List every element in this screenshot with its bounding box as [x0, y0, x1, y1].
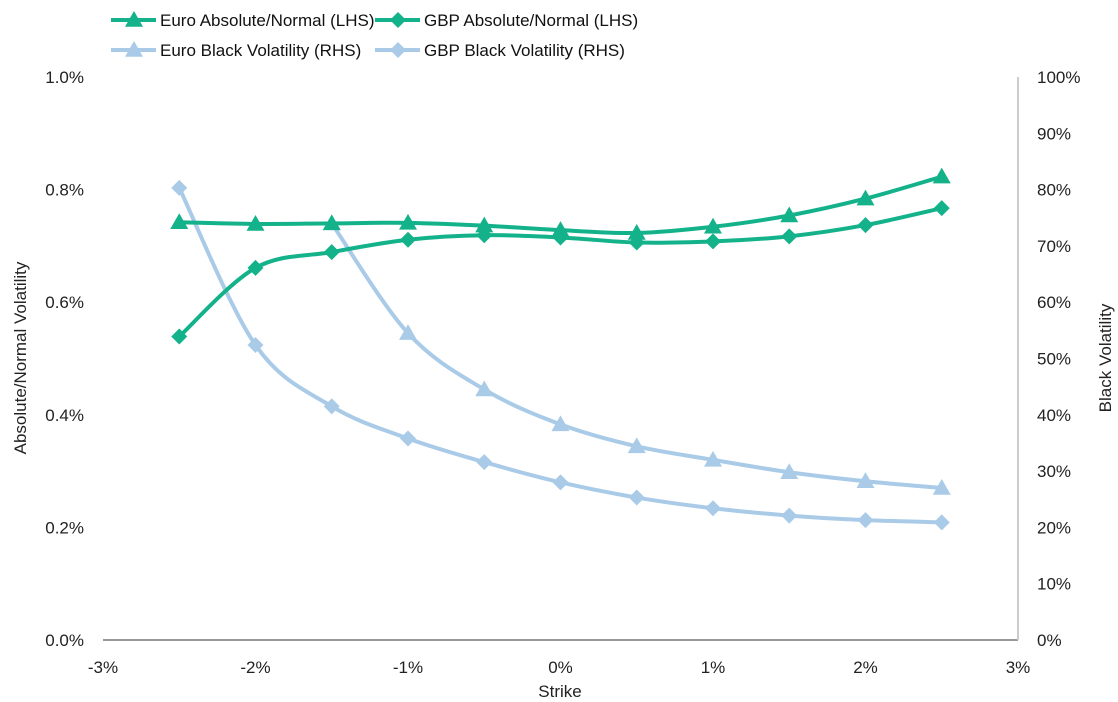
legend-marker	[390, 12, 406, 28]
series-2	[322, 214, 951, 495]
data-point	[551, 415, 570, 432]
data-point	[856, 189, 875, 206]
data-point	[551, 221, 570, 237]
y2-tick-label: 100%	[1037, 68, 1080, 87]
data-point	[933, 514, 950, 531]
x-tick-label: 3%	[1006, 658, 1031, 677]
y-axis-right-ticks: 0% 10% 20% 30% 40% 50% 60% 70% 80% 90% 100%	[1037, 68, 1080, 650]
legend-marker	[390, 42, 406, 58]
legend-label: Euro Absolute/Normal (LHS)	[160, 11, 374, 30]
series-3	[171, 179, 950, 531]
data-point	[552, 474, 569, 491]
data-point	[933, 200, 950, 217]
data-point	[552, 229, 569, 246]
data-point	[780, 206, 799, 223]
data-point	[780, 463, 799, 479]
data-point	[781, 507, 798, 524]
y-axis-right-title: Black Volatility	[1096, 303, 1115, 412]
data-point	[400, 430, 416, 447]
y-tick-label: 1.0%	[45, 68, 84, 87]
data-point	[932, 167, 951, 184]
x-tick-label: -2%	[240, 658, 270, 677]
legend-item: GBP Black Volatility (RHS)	[375, 41, 625, 60]
legend-marker	[125, 11, 143, 27]
data-point	[932, 478, 951, 495]
y2-tick-label: 10%	[1037, 575, 1071, 594]
x-tick-label: -1%	[393, 658, 423, 677]
y2-tick-label: 50%	[1037, 350, 1071, 369]
data-point	[247, 259, 264, 276]
legend-marker	[125, 41, 143, 57]
y-axis-left-ticks: 0.0% 0.2% 0.4% 0.6% 0.8% 1.0%	[45, 68, 84, 650]
data-point	[170, 213, 189, 230]
data-point	[171, 328, 188, 345]
y2-tick-label: 60%	[1037, 293, 1071, 312]
series-line	[177, 187, 942, 525]
y-tick-label: 0.6%	[45, 293, 84, 312]
legend: Euro Absolute/Normal (LHS) GBP Absolute/N…	[111, 11, 638, 60]
data-point	[628, 489, 645, 506]
y-axis-left-title: Absolute/Normal Volatility	[11, 261, 30, 454]
data-point	[322, 214, 341, 231]
data-point	[400, 231, 416, 248]
data-point	[399, 324, 417, 340]
legend-label: GBP Absolute/Normal (LHS)	[424, 11, 638, 30]
x-tick-label: 2%	[853, 658, 878, 677]
data-point	[246, 214, 265, 231]
y2-tick-label: 0%	[1037, 631, 1062, 650]
data-point	[323, 398, 340, 415]
axes	[103, 77, 1019, 641]
data-point	[475, 380, 494, 397]
data-point	[627, 437, 646, 454]
y2-tick-label: 40%	[1037, 406, 1071, 425]
data-point	[323, 244, 340, 261]
series-1	[171, 200, 950, 345]
data-point	[399, 213, 417, 230]
y-tick-label: 0.2%	[45, 518, 84, 537]
data-point	[781, 228, 798, 245]
legend-label: GBP Black Volatility (RHS)	[424, 41, 625, 60]
x-tick-label: -3%	[88, 658, 118, 677]
x-tick-label: 0%	[548, 658, 573, 677]
y-tick-label: 0.4%	[45, 406, 84, 425]
data-point	[476, 454, 493, 471]
y2-tick-label: 90%	[1037, 124, 1071, 143]
legend-item: Euro Absolute/Normal (LHS)	[111, 11, 374, 30]
y-tick-label: 0.0%	[45, 631, 84, 650]
data-point	[705, 500, 721, 517]
y2-tick-label: 30%	[1037, 462, 1071, 481]
data-point	[476, 227, 493, 244]
data-point	[627, 223, 646, 240]
data-point	[856, 472, 875, 488]
data-point	[857, 217, 874, 234]
legend-label: Euro Black Volatility (RHS)	[160, 41, 361, 60]
data-point	[705, 233, 721, 250]
data-point	[247, 336, 264, 353]
legend-item: GBP Absolute/Normal (LHS)	[375, 11, 638, 30]
x-axis-title: Strike	[538, 682, 581, 701]
data-point	[704, 450, 722, 467]
data-point	[475, 216, 494, 233]
y2-tick-label: 20%	[1037, 518, 1071, 537]
y2-tick-label: 70%	[1037, 237, 1071, 256]
data-point	[704, 217, 722, 234]
x-axis-ticks: -3% -2% -1% 0% 1% 2% 3%	[88, 658, 1030, 677]
legend-item: Euro Black Volatility (RHS)	[111, 41, 361, 60]
x-tick-label: 1%	[701, 658, 726, 677]
data-point	[171, 179, 188, 196]
y2-tick-label: 80%	[1037, 181, 1071, 200]
data-point	[857, 512, 874, 529]
series-layer	[170, 167, 951, 531]
y-tick-label: 0.8%	[45, 181, 84, 200]
data-point	[628, 234, 645, 251]
